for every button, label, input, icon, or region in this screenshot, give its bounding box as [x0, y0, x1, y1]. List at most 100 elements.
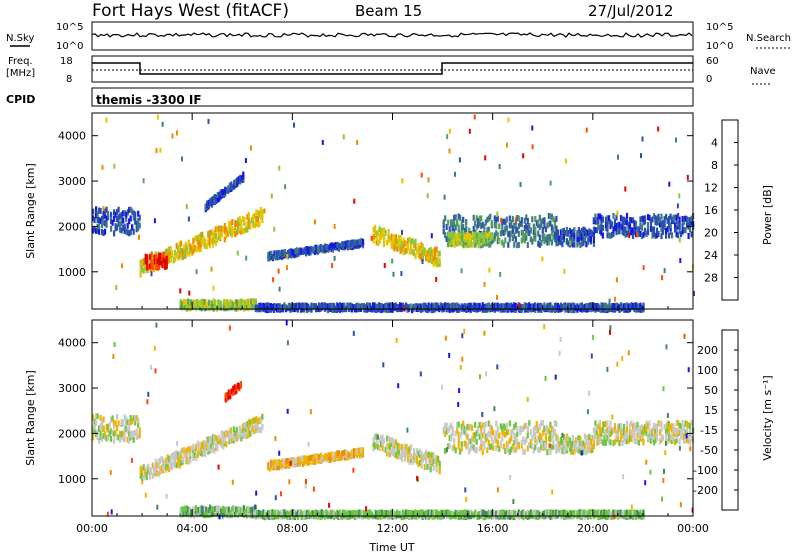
colorbar-tick-label: 28 [704, 272, 718, 285]
echo-cell [181, 511, 184, 518]
echo-cell [218, 191, 221, 198]
echo-cell [116, 433, 119, 440]
echo-cell [568, 437, 571, 444]
echo-cell [276, 250, 279, 257]
echo-cell [419, 448, 422, 455]
echo-cell [520, 229, 523, 236]
echo-cell [570, 441, 573, 448]
echo-cell [378, 445, 381, 452]
echo-cell [119, 436, 122, 443]
echo-cell [408, 304, 411, 311]
echo-cell [511, 235, 514, 242]
echo-cell [208, 239, 211, 245]
scatter-point [333, 255, 336, 261]
echo-cell [138, 214, 141, 221]
echo-cell [191, 300, 194, 307]
echo-cell [433, 302, 436, 309]
echo-cell [398, 452, 401, 459]
echo-cell [274, 509, 277, 516]
echo-cell [359, 510, 363, 517]
echo-cell [592, 302, 595, 309]
echo-cell [519, 511, 522, 518]
echo-cell [256, 423, 259, 430]
echo-cell [604, 428, 608, 435]
echo-cell [247, 211, 250, 218]
scatter-point [106, 511, 109, 517]
echo-cell [410, 453, 413, 460]
echo-cell [262, 509, 265, 516]
echo-cell [258, 426, 261, 433]
echo-cell [462, 420, 465, 427]
echo-cell [532, 509, 535, 516]
echo-cell [579, 229, 582, 236]
echo-cell [315, 453, 318, 460]
echo-cell [559, 235, 562, 242]
echo-cell [660, 220, 663, 227]
echo-cell [209, 506, 212, 513]
echo-cell [447, 236, 450, 243]
echo-cell [372, 233, 375, 240]
echo-cell [393, 446, 396, 452]
echo-cell [166, 454, 169, 461]
echo-cell [449, 235, 452, 242]
echo-cell [114, 223, 117, 230]
scatter-point [683, 333, 686, 339]
echo-cell [452, 231, 455, 237]
echo-cell [677, 213, 680, 219]
echo-cell [422, 244, 425, 250]
echo-cell [489, 423, 492, 430]
echo-cell [535, 421, 538, 428]
echo-cell [537, 240, 540, 247]
echo-cell [177, 451, 180, 458]
echo-cell [540, 218, 543, 225]
echo-cell [546, 425, 549, 432]
echo-cell [598, 510, 601, 517]
echo-cell [205, 442, 208, 449]
echo-cell [220, 226, 223, 232]
scatter-point [668, 181, 671, 187]
echo-cell [431, 254, 434, 261]
echo-cell [199, 232, 202, 239]
echo-cell [346, 239, 350, 246]
echo-cell [589, 509, 592, 516]
echo-cell [235, 432, 238, 439]
echo-cell [381, 227, 384, 234]
echo-cell [453, 437, 456, 444]
echo-cell [604, 420, 608, 427]
echo-cell [585, 434, 588, 441]
echo-cell [105, 435, 108, 442]
echo-cell [222, 436, 225, 443]
echo-cell [486, 303, 489, 310]
echo-cell [634, 231, 638, 238]
echo-cell [223, 299, 226, 305]
echo-cell [250, 423, 253, 430]
echo-cell [209, 198, 212, 205]
echo-cell [119, 213, 122, 220]
echo-cell [202, 440, 205, 447]
echo-cell [447, 231, 450, 238]
echo-cell [92, 431, 95, 437]
echo-cell [409, 510, 412, 517]
scatter-point [101, 164, 104, 170]
echo-cell [532, 431, 535, 438]
echo-cell [372, 302, 375, 309]
echo-cell [491, 233, 494, 240]
echo-cell [528, 511, 531, 518]
echo-cell [378, 226, 381, 233]
echo-cell [609, 304, 612, 311]
echo-cell [483, 428, 486, 435]
echo-cell [181, 506, 184, 513]
echo-cell [607, 218, 611, 225]
scatter-point [663, 468, 665, 474]
echo-cell [95, 420, 98, 426]
echo-cell [259, 427, 262, 433]
echo-cell [282, 249, 285, 256]
scatter-point [525, 228, 528, 234]
echo-cell [486, 447, 489, 454]
echo-cell [114, 211, 117, 218]
scatter-point [280, 491, 282, 497]
echo-cell [490, 425, 493, 432]
echo-cell [256, 510, 259, 516]
echo-cell [501, 303, 504, 310]
echo-cell [580, 227, 583, 234]
